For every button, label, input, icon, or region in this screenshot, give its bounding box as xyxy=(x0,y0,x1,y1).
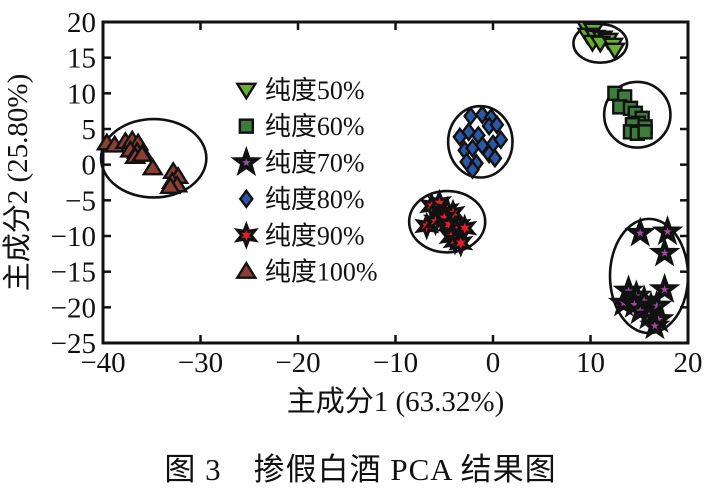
y-tick-label: −10 xyxy=(51,221,96,253)
y-axis-title: 主成分2 (25.80%) xyxy=(1,74,34,291)
pca-scatter-plot: −40 −30 −20 −10 0 10 2020151050−5−10−15−20−25纯… xyxy=(1,7,703,418)
series-purity-60 xyxy=(602,80,672,149)
data-point xyxy=(639,309,671,340)
legend-label: 纯度100% xyxy=(265,258,378,287)
y-tick-label: 5 xyxy=(82,114,97,146)
x-tick-label: 10 xyxy=(576,347,605,379)
y-tick-label: 15 xyxy=(67,43,96,75)
cluster-ellipse-purity-60 xyxy=(602,80,672,149)
cluster-ellipse-purity-100 xyxy=(99,117,208,199)
cluster-ellipse-purity-90 xyxy=(407,189,487,254)
y-tick-label: −5 xyxy=(65,185,96,217)
series-purity-50 xyxy=(572,20,629,64)
data-point xyxy=(637,124,653,140)
figure-caption: 图 3 掺假白酒 PCA 结果图 xyxy=(164,452,557,487)
data-point xyxy=(465,159,481,180)
series-purity-90 xyxy=(407,188,487,258)
y-tick-label: −20 xyxy=(51,292,96,324)
data-point xyxy=(487,148,503,169)
y-tick-label: −15 xyxy=(51,257,96,289)
data-point xyxy=(489,114,505,135)
legend-item-60: 纯度60% xyxy=(238,112,365,141)
series-purity-70 xyxy=(607,215,690,340)
legend-item-80: 纯度80% xyxy=(238,185,365,214)
data-point xyxy=(130,143,154,162)
data-point xyxy=(651,215,684,246)
legend-label: 纯度80% xyxy=(265,185,365,214)
y-tick-label: 10 xyxy=(67,78,96,110)
data-point xyxy=(159,176,182,194)
diamond-icon xyxy=(238,188,254,209)
x-tick-label: −20 xyxy=(275,347,320,379)
data-point xyxy=(624,216,657,247)
x-axis-title: 主成分1 (63.32%) xyxy=(287,385,504,418)
triangle-up-icon xyxy=(235,260,258,279)
x-tick-label: −10 xyxy=(373,347,418,379)
data-point xyxy=(648,236,681,267)
cluster-ellipse-purity-80 xyxy=(446,104,514,179)
plot-box xyxy=(101,20,690,345)
legend-label: 纯度70% xyxy=(265,149,365,178)
legend-item-100: 纯度100% xyxy=(235,258,378,287)
y-tick-label: 20 xyxy=(67,7,96,39)
y-tick-label: −25 xyxy=(51,328,96,360)
legend-item-50: 纯度50% xyxy=(235,76,365,105)
data-point xyxy=(452,126,468,147)
series-purity-80 xyxy=(446,104,514,180)
star6-icon xyxy=(233,220,259,250)
legend-label: 纯度60% xyxy=(265,112,365,141)
series-purity-100 xyxy=(95,117,208,199)
legend-item-90: 纯度90% xyxy=(233,220,365,250)
star5-icon xyxy=(230,145,263,176)
data-point xyxy=(463,106,479,127)
legend-label: 纯度50% xyxy=(265,76,365,105)
data-point xyxy=(448,228,474,258)
legend-item-70: 纯度70% xyxy=(230,145,365,178)
legend: 纯度50% 纯度60% 纯度70% 纯度80% 纯度90% 纯度100% xyxy=(230,76,378,287)
x-tick-label: 0 xyxy=(486,347,501,379)
data-point xyxy=(648,272,681,303)
x-tick-label: 20 xyxy=(674,347,703,379)
square-icon xyxy=(238,118,255,134)
x-tick-label: −30 xyxy=(178,347,223,379)
data-point xyxy=(493,129,509,150)
y-tick-label: 0 xyxy=(82,150,97,182)
data-point xyxy=(141,157,164,176)
data-point xyxy=(603,42,627,61)
x-tick-label: −40 xyxy=(80,347,125,379)
legend-label: 纯度90% xyxy=(265,221,365,250)
triangle-down-icon xyxy=(235,82,258,101)
